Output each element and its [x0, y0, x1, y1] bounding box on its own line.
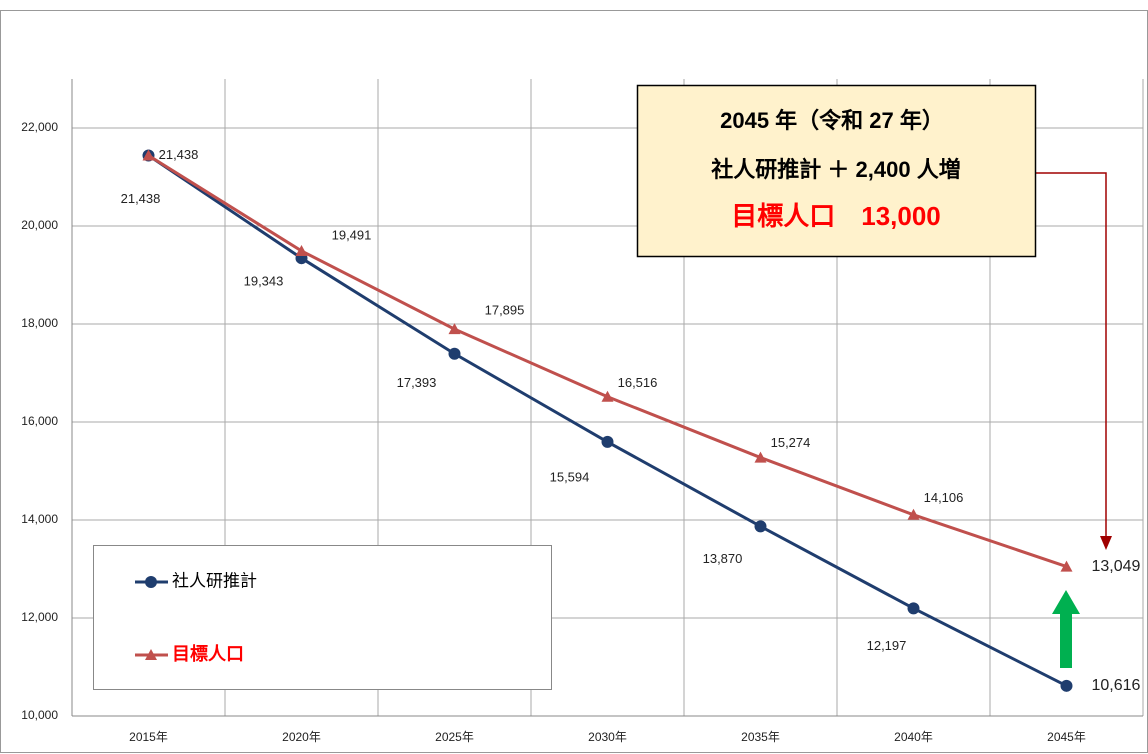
data-label: 10,616	[1092, 677, 1141, 694]
marker	[907, 508, 920, 520]
data-label: 19,343	[244, 274, 284, 289]
legend	[93, 545, 552, 690]
marker	[907, 602, 920, 615]
x-tick-label: 2045年	[1047, 730, 1086, 744]
data-label: 19,491	[332, 227, 372, 242]
data-label: 13,049	[1092, 558, 1141, 575]
arrow-head	[1100, 536, 1112, 550]
marker	[754, 451, 767, 463]
data-label: 21,438	[159, 147, 199, 162]
data-label: 17,393	[397, 375, 437, 390]
annotation: 目標人口 13,000	[731, 201, 941, 231]
y-tick-label: 10,000	[21, 708, 58, 722]
data-label: 12,197	[867, 638, 907, 653]
y-tick-label: 18,000	[21, 316, 58, 330]
marker	[295, 244, 308, 256]
annotation-arrow	[1035, 172, 1107, 540]
marker	[601, 435, 614, 448]
data-label: 13,870	[703, 551, 743, 566]
annotation-box	[636, 84, 1037, 258]
x-tick-label: 2020年	[282, 730, 321, 744]
annotation: 社人研推計 ＋ 2,400 人増	[711, 157, 960, 182]
marker	[601, 390, 614, 402]
x-tick-label: 2015年	[129, 730, 168, 744]
y-tick-label: 22,000	[21, 120, 58, 134]
data-label: 16,516	[618, 375, 658, 390]
x-tick-label: 2030年	[588, 730, 627, 744]
marker	[145, 576, 157, 588]
marker	[448, 347, 461, 360]
data-label: 14,106	[924, 490, 964, 505]
marker	[145, 649, 157, 660]
data-label: 21,438	[121, 191, 161, 206]
marker	[754, 520, 767, 533]
increase-arrow-head	[1052, 590, 1080, 614]
x-tick-label: 2025年	[435, 730, 474, 744]
marker	[1060, 679, 1073, 692]
y-tick-label: 14,000	[21, 512, 58, 526]
y-tick-label: 20,000	[21, 218, 58, 232]
data-label: 17,895	[485, 303, 525, 318]
increase-arrow	[1060, 612, 1072, 668]
annotation: 2045 年（令和 27 年）	[720, 108, 944, 133]
marker	[448, 323, 461, 335]
legend-label: 目標人口	[172, 643, 244, 664]
y-tick-label: 12,000	[21, 610, 58, 624]
x-tick-label: 2035年	[741, 730, 780, 744]
marker	[142, 149, 155, 161]
marker	[1060, 560, 1073, 572]
x-tick-label: 2040年	[894, 730, 933, 744]
data-label: 15,594	[550, 469, 590, 484]
data-label: 15,274	[771, 435, 811, 450]
legend-label: 社人研推計	[172, 571, 257, 590]
y-tick-label: 16,000	[21, 414, 58, 428]
